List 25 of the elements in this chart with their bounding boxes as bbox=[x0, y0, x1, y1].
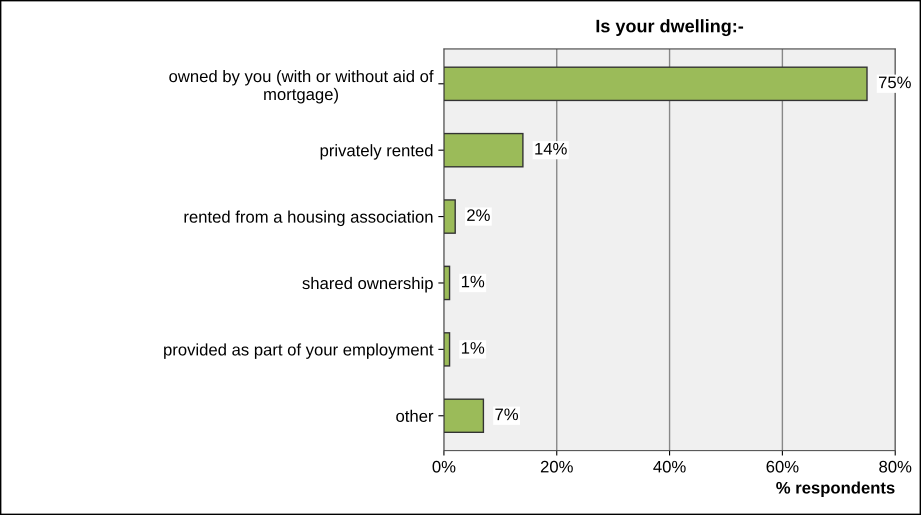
x-tick-label: 60% bbox=[766, 460, 798, 473]
bar bbox=[444, 132, 524, 168]
bar bbox=[444, 398, 484, 434]
data-label: 2% bbox=[467, 209, 490, 221]
y-tick-label: provided as part of your employment bbox=[164, 343, 434, 359]
x-tick-label: 0% bbox=[432, 460, 456, 473]
data-label: 75% bbox=[878, 76, 911, 88]
bar bbox=[444, 332, 450, 367]
data-label: 7% bbox=[495, 408, 518, 420]
bar bbox=[444, 266, 450, 300]
y-tick-label: shared ownership bbox=[302, 276, 433, 292]
bar bbox=[444, 66, 868, 102]
y-tick-label: owned by you (with or without aid of mortgage) bbox=[169, 70, 434, 104]
x-axis-title: % respondents bbox=[776, 481, 895, 497]
y-tick-label: rented from a housing association bbox=[184, 210, 432, 226]
x-tick-label: 80% bbox=[879, 460, 912, 473]
chart-title: Is your dwelling:- bbox=[596, 19, 744, 36]
data-label: 14% bbox=[535, 142, 567, 155]
y-tick-label: other bbox=[396, 410, 434, 422]
y-tick-label: privately rented bbox=[320, 144, 432, 160]
data-label: 1% bbox=[462, 276, 484, 288]
bar bbox=[444, 199, 456, 234]
x-tick-label: 40% bbox=[653, 460, 686, 473]
x-tick-label: 20% bbox=[540, 460, 573, 473]
data-label: 1% bbox=[462, 342, 484, 354]
